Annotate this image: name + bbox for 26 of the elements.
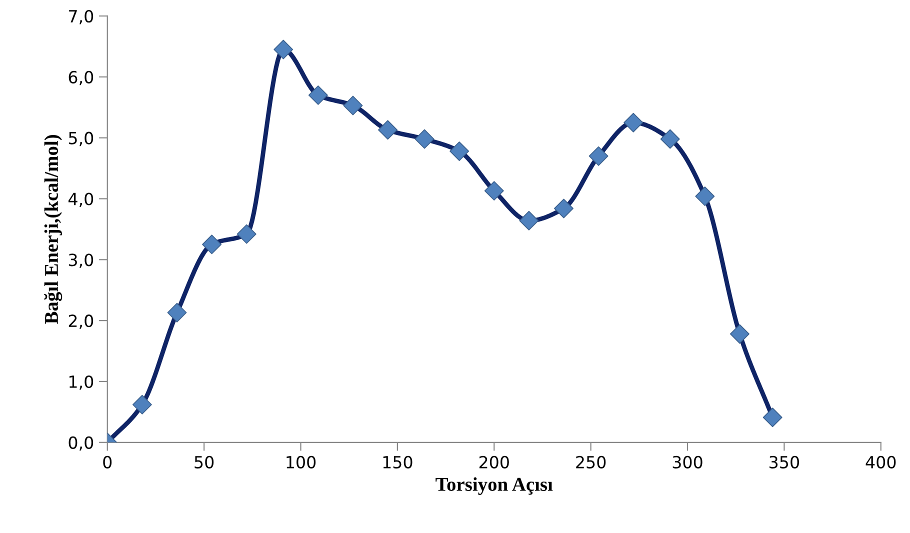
point: [202, 234, 222, 254]
y-tick-label: 0,0: [68, 436, 94, 451]
x-axis-title: Torsiyon Açısı: [436, 477, 553, 495]
point: [132, 394, 152, 414]
x-tick-label: 50: [194, 456, 214, 468]
point: [730, 324, 750, 344]
y-axis-title: Bağıl Enerji,(kcal/mol): [44, 134, 62, 324]
x-tick-label: 250: [576, 456, 606, 468]
y-tick-label: 4,0: [68, 192, 94, 207]
y-tick-label: 5,0: [68, 132, 94, 146]
y-tick-label: 6,0: [68, 70, 94, 86]
x-tick-label: 100: [286, 456, 316, 468]
x-tick-label: 150: [383, 456, 412, 468]
y-tick-label: 2,0: [68, 314, 94, 329]
y-tick-label: 7,0: [69, 10, 94, 24]
x-tick-label: 350: [770, 456, 799, 468]
x-tick-label: 0: [103, 456, 112, 468]
x-tick-label: 200: [479, 456, 509, 468]
x-tick-label: 300: [672, 456, 702, 468]
y-tick-label: 1,0: [70, 375, 94, 390]
x-tick-label: 400: [866, 456, 896, 468]
y-tick-label: 3,0: [68, 254, 94, 268]
point: [519, 210, 539, 230]
point: [554, 198, 574, 218]
point: [624, 112, 644, 132]
point: [695, 186, 715, 206]
